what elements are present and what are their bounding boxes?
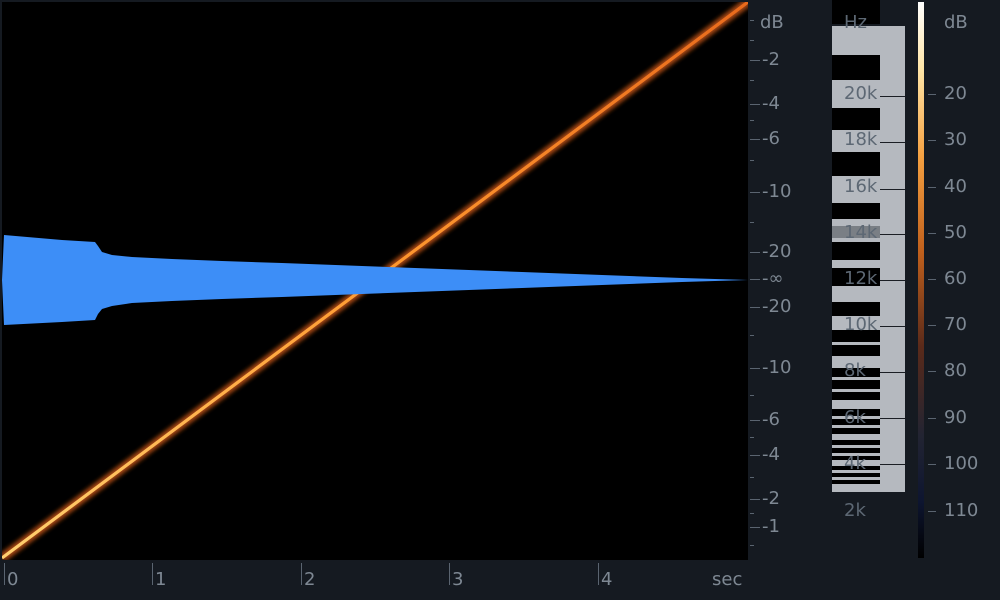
db-tick-mark: [750, 420, 760, 421]
time-tick-label: 3: [452, 569, 464, 590]
db-minor-tick: [750, 160, 754, 161]
db-tick-mark: [750, 368, 760, 369]
db-tick-label: -10: [762, 357, 792, 378]
db-minor-tick: [750, 477, 754, 478]
db-tick-mark: [750, 60, 760, 61]
frequency-label: 6k: [844, 407, 866, 428]
color-scale-tick: [928, 511, 936, 512]
frequency-label: 10k: [844, 314, 878, 335]
time-tick-mark: [449, 563, 450, 585]
colormap-bar: [918, 2, 924, 558]
color-scale-tick: [928, 418, 936, 419]
db-tick-mark: [750, 104, 760, 105]
spectrogram-canvas: [2, 2, 748, 560]
color-scale-unit-label: dB: [944, 12, 968, 33]
color-scale-label: 60: [944, 268, 967, 289]
db-tick-mark: [750, 527, 760, 528]
time-unit-label: sec: [712, 569, 743, 590]
db-minor-tick: [750, 395, 754, 396]
db-tick-label: -6: [762, 128, 780, 149]
db-tick-mark: [750, 307, 760, 308]
color-scale-tick: [928, 464, 936, 465]
color-scale-label: 50: [944, 222, 967, 243]
hz-unit-label: Hz: [844, 12, 867, 33]
db-minor-tick: [750, 222, 754, 223]
db-minor-tick: [750, 513, 754, 514]
key-separators: [880, 96, 905, 465]
color-scale-tick: [928, 371, 936, 372]
db-tick-label: -4: [762, 93, 780, 114]
db-minor-tick: [750, 80, 754, 81]
color-scale-label: 30: [944, 129, 967, 150]
color-scale-label: 40: [944, 176, 967, 197]
db-tick-mark: [750, 252, 760, 253]
colormap-gradient: [918, 2, 924, 558]
color-scale-label: 110: [944, 500, 979, 521]
color-scale-tick: [928, 140, 936, 141]
db-unit-label: dB: [760, 12, 784, 33]
color-scale-label: 20: [944, 83, 967, 104]
db-minor-tick: [750, 40, 754, 41]
color-scale-label: 100: [944, 453, 979, 474]
color-scale-label: 90: [944, 407, 967, 428]
frequency-label: 18k: [844, 129, 878, 150]
frequency-label: 16k: [844, 176, 878, 197]
color-scale-tick: [928, 279, 936, 280]
time-tick-label: 0: [7, 569, 19, 590]
frequency-label: 14k: [844, 222, 878, 243]
db-tick-mark: [750, 499, 760, 500]
frequency-label: 2k: [844, 500, 866, 521]
piano-keys: [832, 0, 905, 492]
time-tick-label: 2: [304, 569, 316, 590]
db-tick-mark: [750, 192, 760, 193]
db-minor-tick: [750, 545, 754, 546]
frequency-label: 20k: [844, 83, 878, 104]
piano-keyboard[interactable]: [832, 0, 905, 492]
highlighted-key: [832, 226, 880, 238]
color-scale-tick: [928, 325, 936, 326]
db-tick-label: -2: [762, 49, 780, 70]
black-keys: [832, 0, 880, 484]
color-scale-tick: [928, 187, 936, 188]
db-tick-mark: [750, 139, 760, 140]
db-tick-label: -20: [762, 296, 792, 317]
color-scale-label: 80: [944, 360, 967, 381]
db-tick-mark: [750, 279, 760, 280]
frequency-label: 8k: [844, 360, 866, 381]
db-tick-mark: [750, 455, 760, 456]
waveform: [2, 235, 748, 325]
db-tick-label: -6: [762, 409, 780, 430]
db-minor-tick: [750, 120, 754, 121]
db-tick-label: -1: [762, 516, 780, 537]
color-scale-tick: [928, 94, 936, 95]
spectrogram-display[interactable]: [2, 2, 748, 560]
db-minor-tick: [750, 20, 754, 21]
db-tick-label: -10: [762, 181, 792, 202]
db-minor-tick: [750, 335, 754, 336]
frequency-label: 4k: [844, 453, 866, 474]
db-minor-tick: [750, 437, 754, 438]
db-tick-label: -20: [762, 241, 792, 262]
db-tick-label: -4: [762, 444, 780, 465]
time-tick-mark: [301, 563, 302, 585]
time-tick-label: 1: [155, 569, 167, 590]
time-tick-mark: [598, 563, 599, 585]
time-tick-mark: [4, 563, 5, 585]
db-tick-label: -2: [762, 488, 780, 509]
color-scale-label: 70: [944, 314, 967, 335]
db-infinity-label: -∞: [762, 268, 784, 289]
time-tick-label: 4: [601, 569, 613, 590]
frequency-label: 12k: [844, 268, 878, 289]
color-scale-tick: [928, 233, 936, 234]
time-tick-mark: [152, 563, 153, 585]
